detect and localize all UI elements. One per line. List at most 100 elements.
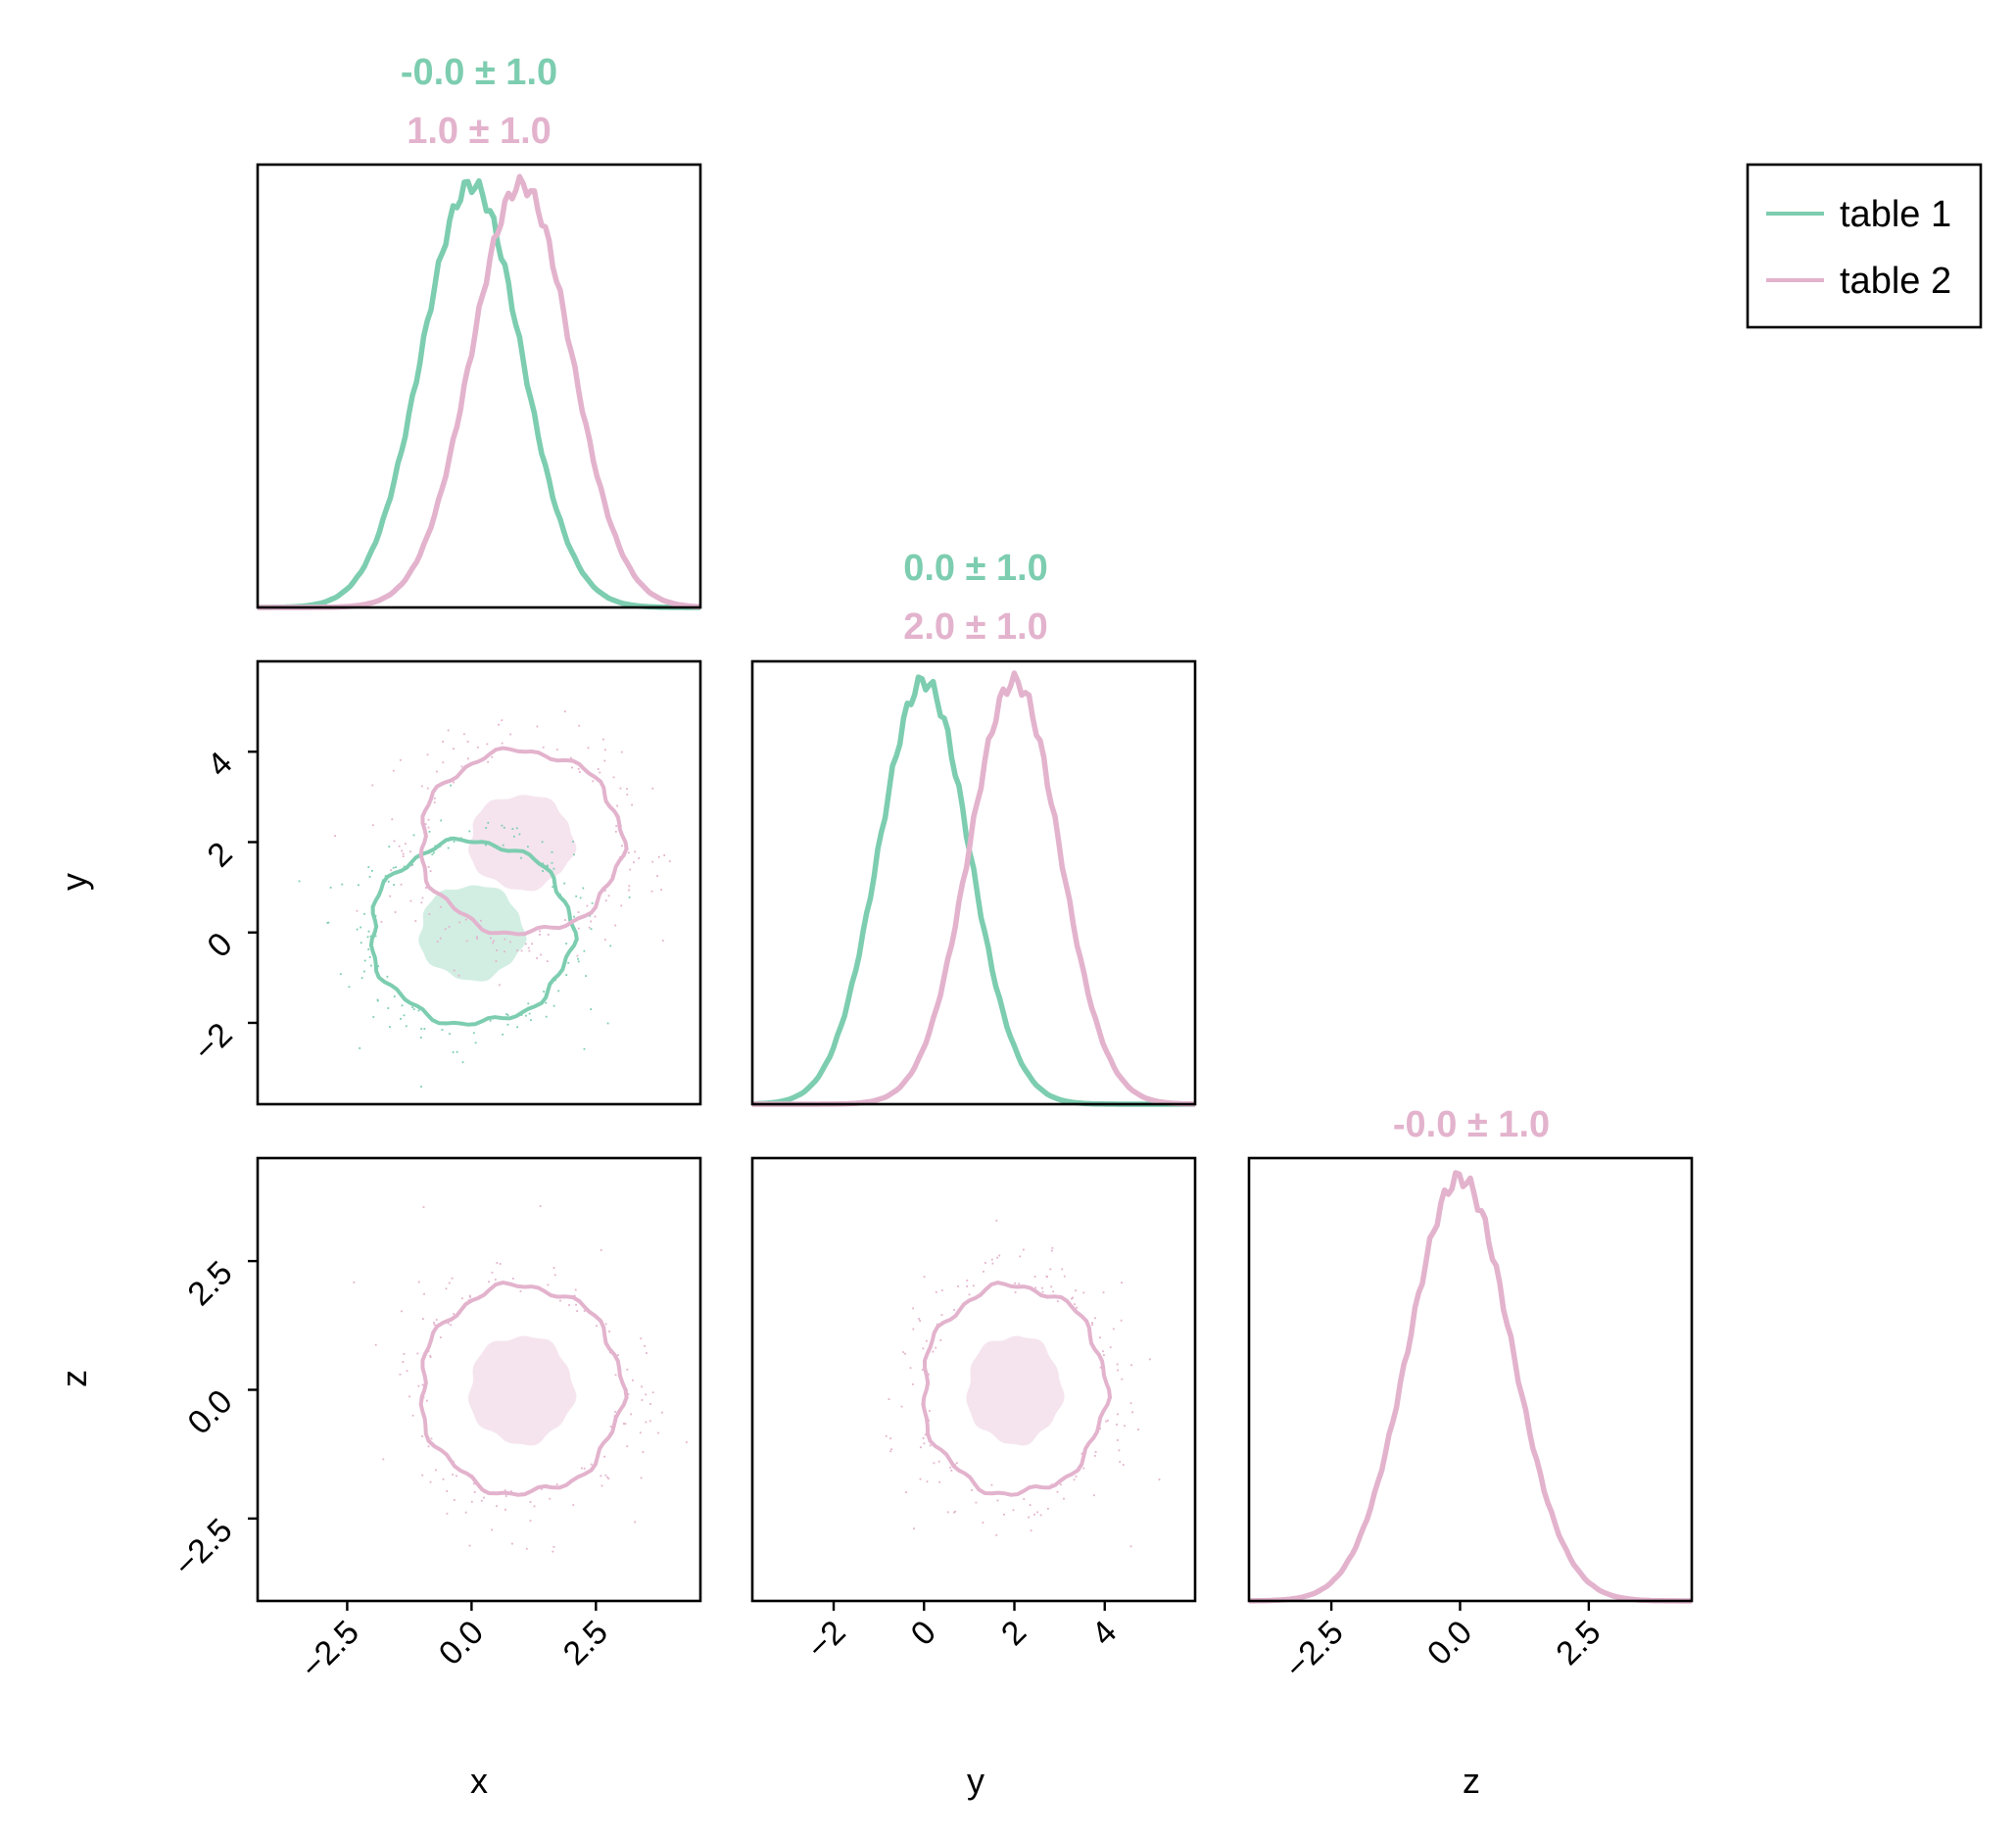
scatter-point-xy-table2: [614, 924, 617, 927]
scatter-point-xy-table1: [363, 959, 366, 962]
scatter-point-xy-table1: [503, 826, 505, 829]
scatter-point-xz-table2: [600, 1484, 603, 1487]
scatter-point-yz-table2: [966, 1285, 968, 1287]
scatter-point-yz-table2: [938, 1480, 941, 1483]
scatter-point-xy-table1: [525, 1014, 527, 1017]
scatter-point-yz-table2: [998, 1254, 1001, 1257]
scatter-point-xz-table2: [421, 1435, 423, 1437]
scatter-point-xy-table1: [393, 884, 395, 886]
scatter-point-yz-table2: [1094, 1317, 1096, 1320]
scatter-point-xy-table2: [542, 746, 545, 749]
scatter-point-xz-table2: [622, 1423, 625, 1425]
scatter-point-xy-table1: [360, 942, 362, 944]
scatter-point-yz-table2: [1102, 1291, 1105, 1294]
scatter-point-xz-table2: [568, 1304, 570, 1306]
scatter-point-xz-table2: [600, 1475, 602, 1477]
scatter-point-xy-table1: [583, 949, 586, 952]
scatter-point-yz-table2: [982, 1522, 984, 1524]
scatter-point-yz-table2: [1014, 1282, 1016, 1284]
scatter-point-xz-table2: [448, 1282, 451, 1284]
scatter-point-xy-table2: [564, 710, 566, 713]
scatter-point-xz-table2: [453, 1313, 456, 1315]
scatter-point-yz-table2: [929, 1410, 931, 1412]
contour-fill-xz-table2: [468, 1335, 577, 1446]
scatter-point-xy-table1: [428, 831, 431, 833]
scatter-point-xy-table2: [621, 845, 623, 847]
scatter-point-xy-table1: [520, 856, 522, 859]
scatter-point-yz-table2: [984, 1262, 986, 1264]
scatter-point-xz-table2: [433, 1324, 436, 1326]
scatter-point-xy-table1: [449, 1033, 451, 1036]
scatter-point-xy-table2: [612, 776, 615, 779]
scatter-point-yz-table2: [1061, 1268, 1064, 1271]
scatter-point-xy-table2: [356, 909, 359, 912]
scatter-point-layer: [298, 710, 1161, 1553]
scatter-point-yz-table2: [1051, 1249, 1053, 1252]
scatter-point-xy-table2: [487, 760, 489, 763]
scatter-point-yz-table2: [1118, 1449, 1121, 1452]
scatter-point-xy-table1: [359, 1047, 361, 1049]
contour-line-xy-table2: [418, 746, 629, 937]
scatter-point-yz-table2: [954, 1463, 956, 1466]
scatter-point-xz-table2: [617, 1354, 619, 1356]
scatter-point-xy-table2: [602, 738, 604, 741]
scatter-point-yz-table2: [971, 1489, 973, 1491]
scatter-point-yz-table2: [953, 1511, 955, 1514]
scatter-point-yz-table2: [933, 1462, 936, 1465]
scatter-point-xy-table1: [400, 1018, 402, 1020]
scatter-point-xy-table2: [492, 942, 494, 944]
scatter-point-xz-table2: [573, 1294, 576, 1297]
scatter-point-xy-table2: [429, 870, 432, 872]
contour-line-yz-table2: [921, 1281, 1113, 1497]
scatter-point-xy-table2: [524, 943, 527, 945]
scatter-point-yz-table2: [1034, 1286, 1036, 1289]
scatter-point-xy-table2: [433, 797, 436, 799]
panel-frame-2-2: [1247, 1156, 1694, 1603]
scatter-point-xz-table2: [403, 1353, 406, 1355]
scatter-point-xz-table2: [533, 1505, 536, 1508]
scatter-point-yz-table2: [1121, 1378, 1124, 1380]
scatter-point-xy-table1: [577, 957, 579, 960]
scatter-point-yz-table2: [923, 1442, 926, 1445]
xtick-label-z: 2.5: [1549, 1614, 1608, 1672]
scatter-point-xy-table1: [542, 870, 544, 872]
scatter-point-xy-table2: [590, 920, 593, 923]
scatter-point-xy-table1: [405, 1025, 408, 1028]
scatter-point-xy-table2: [444, 928, 447, 931]
scatter-point-xy-table1: [606, 1022, 609, 1025]
scatter-point-xy-table2: [486, 743, 489, 746]
scatter-point-xy-table2: [457, 974, 460, 977]
scatter-point-yz-table2: [1033, 1513, 1035, 1516]
scatter-point-xz-table2: [399, 1373, 402, 1376]
scatter-point-yz-table2: [1158, 1478, 1161, 1480]
scatter-point-xz-table2: [429, 1356, 432, 1358]
y-title-table2: 2.0 ± 1.0: [903, 606, 1048, 648]
scatter-point-yz-table2: [909, 1367, 912, 1370]
scatter-point-xy-table2: [496, 949, 498, 951]
scatter-point-yz-table2: [885, 1434, 888, 1437]
scatter-point-xy-table1: [412, 834, 415, 837]
scatter-point-yz-table2: [1117, 1369, 1119, 1372]
scatter-point-xy-table1: [374, 935, 377, 938]
scatter-point-xy-table2: [638, 857, 641, 859]
scatter-point-yz-table2: [1082, 1291, 1085, 1294]
scatter-point-yz-table2: [1072, 1296, 1074, 1299]
contour-fill-xy-table2: [468, 795, 577, 892]
scatter-point-xz-table2: [552, 1550, 554, 1553]
scatter-point-xz-table2: [496, 1505, 498, 1508]
scatter-point-yz-table2: [1019, 1255, 1022, 1258]
scatter-point-xy-table2: [420, 785, 423, 788]
ytick-label-z: 2.5: [180, 1254, 239, 1313]
scatter-point-xz-table2: [491, 1528, 493, 1531]
scatter-point-xy-table1: [371, 870, 373, 872]
legend-label-table1: table 1: [1840, 194, 1951, 235]
scatter-point-xz-table2: [604, 1323, 607, 1326]
scatter-point-xy-table2: [594, 915, 597, 918]
scatter-point-xy-table2: [458, 921, 461, 924]
scatter-point-xz-table2: [626, 1445, 629, 1448]
scatter-point-xz-table2: [614, 1411, 617, 1413]
scatter-point-xy-table2: [607, 895, 610, 897]
scatter-point-xy-table2: [490, 937, 492, 940]
scatter-point-xy-table2: [619, 787, 622, 790]
